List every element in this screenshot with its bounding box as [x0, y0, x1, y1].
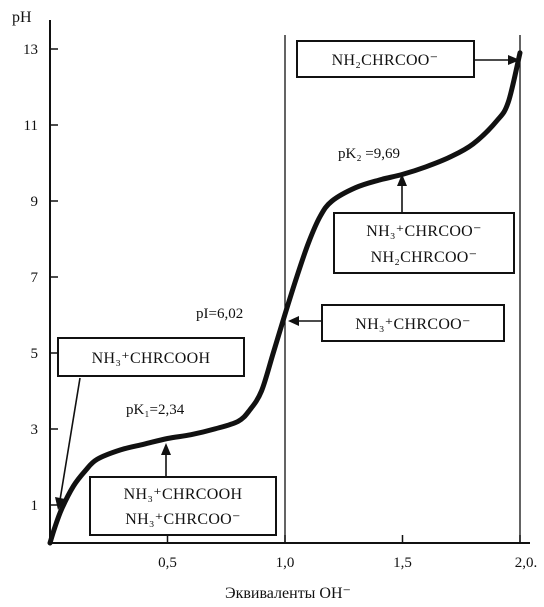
pk2-label: pK₂ =9,69	[338, 146, 400, 162]
pk1-label: pK₁=2,34	[126, 402, 185, 418]
x-tick-label-0: 0,5	[158, 555, 177, 571]
titration-curve	[47, 50, 523, 546]
arrow-cation	[59, 377, 81, 501]
arrowhead-nh2	[508, 55, 520, 65]
box-pk1-line2: NH₃⁺CHRCOO⁻	[125, 511, 241, 528]
y-tick-label-4: 9	[31, 194, 39, 210]
y-tick-label-1: 3	[31, 422, 39, 438]
box-zwitterion-text: NH₃⁺CHRCOO⁻	[355, 316, 471, 333]
arrowhead-pk1	[161, 443, 171, 455]
annotation-arrows	[55, 55, 520, 510]
arrowhead-cation	[55, 497, 65, 510]
box-zwitterion	[321, 304, 505, 342]
y-tick-label-5: 11	[24, 118, 38, 134]
box-pk2-pair	[333, 212, 515, 274]
arrowhead-pk2	[397, 174, 407, 186]
reference-lines	[284, 35, 521, 543]
x-tick-label-2: 1,5	[393, 555, 412, 571]
box-cation-text: NH₃⁺CHRCOOH	[92, 350, 211, 367]
y-axis-title: pH	[12, 9, 32, 26]
pi-label: pI=6,02	[196, 306, 243, 322]
x-tick-label-3: 2,0.	[515, 555, 538, 571]
x-axis-title: Эквиваленты OH⁻	[225, 585, 351, 602]
box-nh2	[296, 40, 475, 78]
y-tick-label-0: 1	[31, 498, 39, 514]
box-cation	[57, 337, 245, 377]
y-tick-label-3: 7	[31, 270, 39, 286]
box-pk1-line1: NH₃⁺CHRCOOH	[124, 486, 243, 503]
y-tick-label-2: 5	[31, 346, 39, 362]
y-tick-label-6: 13	[23, 42, 38, 58]
box-pk2-line1: NH₃⁺CHRCOO⁻	[366, 223, 482, 240]
box-pk2-line2: NH₂CHRCOO⁻	[371, 249, 478, 266]
arrowhead-zwitterion	[288, 316, 299, 326]
box-pk1-pair	[89, 476, 277, 536]
box-nh2-text: NH₂CHRCOO⁻	[332, 52, 439, 69]
x-tick-label-1: 1,0	[276, 555, 295, 571]
